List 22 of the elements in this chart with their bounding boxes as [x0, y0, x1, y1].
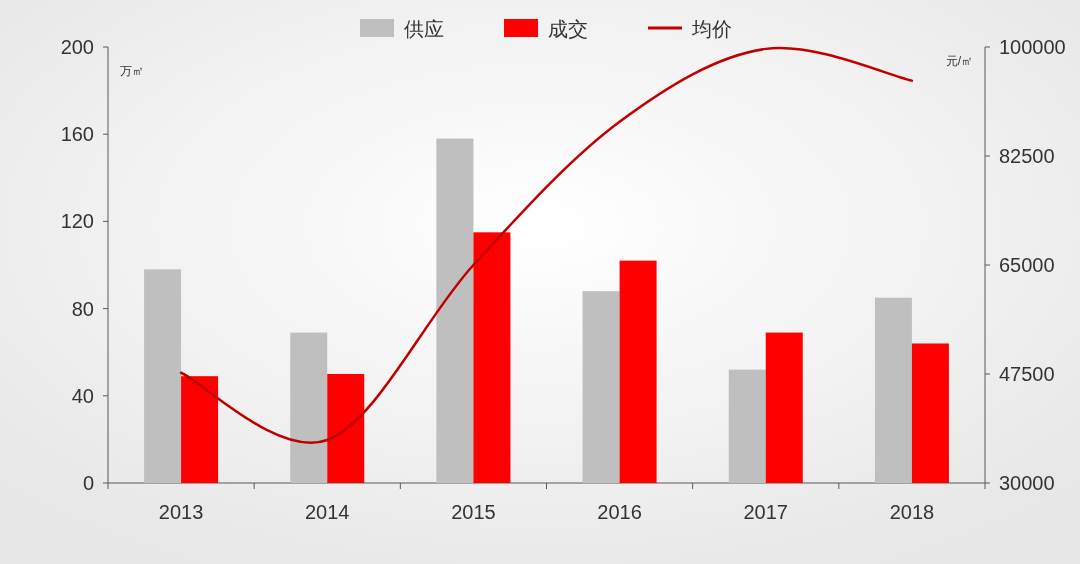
annotation: 元/㎡ — [945, 54, 973, 68]
y2-tick-label: 30000 — [999, 472, 1055, 494]
y-tick-label: 0 — [82, 472, 94, 494]
y-tick-label: 160 — [60, 123, 94, 146]
x-tick-label: 2013 — [158, 501, 204, 523]
y2-tick-label: 100000 — [999, 36, 1066, 58]
x-tick-label: 2017 — [743, 501, 788, 523]
y2-tick-label: 47500 — [999, 363, 1055, 385]
x-tick-label: 2014 — [305, 501, 350, 523]
x-tick-label: 2016 — [597, 501, 642, 523]
y2-tick-label: 82500 — [999, 145, 1055, 167]
legend-label: 成交 — [548, 18, 588, 40]
y-tick-label: 80 — [71, 297, 94, 320]
legend-label: 供应 — [404, 18, 444, 40]
x-tick-label: 2018 — [889, 501, 935, 523]
y-tick-label: 120 — [60, 210, 94, 233]
y-tick-label: 40 — [71, 384, 94, 407]
y2-tick-label: 65000 — [999, 254, 1055, 276]
x-tick-label: 2015 — [451, 501, 496, 523]
legend-label: 均价 — [691, 18, 732, 40]
y-tick-label: 200 — [60, 36, 94, 58]
annotation: 万㎡ — [120, 64, 144, 78]
